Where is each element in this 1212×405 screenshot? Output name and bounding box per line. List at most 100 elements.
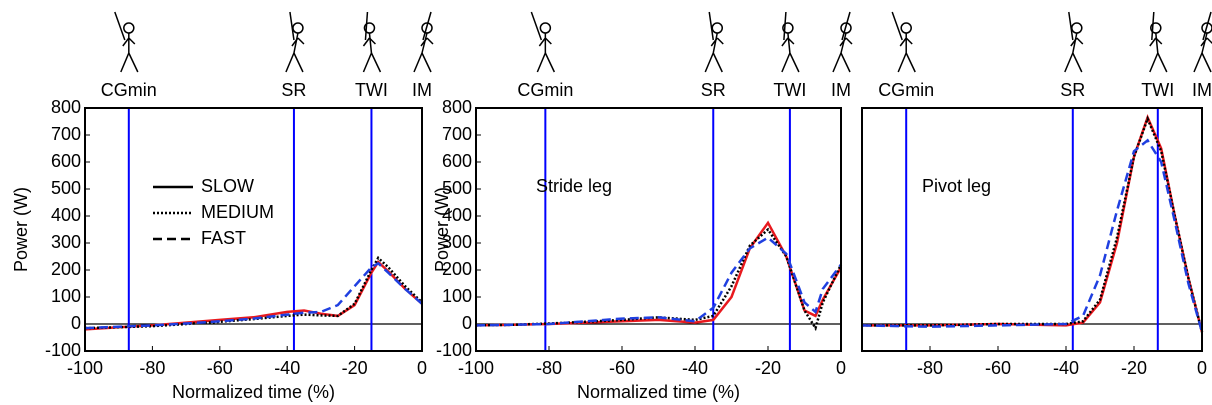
event-label: IM — [831, 80, 851, 100]
figure-arm — [710, 37, 718, 47]
figure-head — [1071, 22, 1083, 34]
stick-figure — [891, 11, 916, 73]
figure-leg — [413, 52, 423, 73]
x-tick-label: 0 — [417, 358, 427, 378]
x-tick-label: -60 — [609, 358, 635, 378]
figure-arm — [1149, 37, 1157, 47]
x-tick-label: 0 — [1197, 358, 1207, 378]
figure-leg — [293, 52, 304, 73]
x-tick-label: -20 — [342, 358, 368, 378]
stick-figure — [704, 11, 724, 73]
event-label: CGmin — [101, 80, 157, 100]
x-tick-label: -40 — [274, 358, 300, 378]
figure-bat — [114, 11, 126, 41]
figure-leg — [789, 52, 800, 73]
figure-arm — [362, 37, 371, 47]
event-label: TWI — [1141, 80, 1174, 100]
y-tick-label: 700 — [442, 124, 472, 144]
y-tick-label: 800 — [51, 97, 81, 117]
figure-leg — [905, 52, 916, 73]
legend-label: MEDIUM — [201, 202, 274, 222]
event-label: IM — [1192, 80, 1212, 100]
figure-leg — [128, 52, 139, 73]
figure-leg — [1193, 52, 1203, 73]
y-tick-label: 100 — [442, 286, 472, 306]
figure-leg — [1149, 52, 1159, 73]
figure-arm — [1070, 37, 1078, 47]
figure-leg — [536, 52, 547, 73]
series-line — [862, 115, 1204, 333]
figure-body — [1155, 32, 1159, 54]
figure-leg — [362, 52, 373, 73]
figure-leg — [840, 52, 851, 73]
x-tick-label: -80 — [917, 358, 943, 378]
y-tick-label: 200 — [442, 259, 472, 279]
plot-frame — [84, 107, 423, 352]
legend-label: SLOW — [201, 176, 254, 196]
stick-figure — [1064, 11, 1084, 73]
series-line — [861, 138, 1204, 333]
figure-leg — [1157, 52, 1168, 73]
event-label: SR — [701, 80, 726, 100]
figure-head — [539, 22, 552, 34]
y-axis-label: Power (W) — [11, 187, 31, 272]
figure-leg — [370, 52, 382, 73]
figure-arm — [291, 37, 299, 47]
figure-arm — [128, 37, 136, 45]
stick-figure — [1193, 11, 1212, 73]
x-tick-label: 0 — [836, 358, 846, 378]
figure-leg — [544, 52, 556, 73]
y-tick-label: 200 — [51, 259, 81, 279]
figure-leg — [1064, 52, 1074, 73]
figure-leg — [120, 52, 130, 73]
figure-bat — [289, 11, 295, 41]
stick-figure — [114, 11, 139, 73]
figure-arm — [905, 37, 913, 45]
stick-figure — [781, 11, 800, 73]
x-tick-label: -40 — [682, 358, 708, 378]
figure-body — [840, 32, 847, 54]
figure-arm — [839, 37, 847, 47]
figure-arm — [1200, 37, 1208, 47]
x-tick-label: -100 — [458, 358, 494, 378]
x-tick-label: -60 — [207, 358, 233, 378]
stick-figure — [362, 11, 382, 73]
plot-frame — [861, 107, 1203, 352]
y-tick-label: -100 — [45, 340, 81, 360]
figure-bat — [841, 11, 851, 41]
figure-arm — [845, 37, 853, 45]
y-axis-label: Power (W) — [432, 187, 452, 272]
figure-leg — [421, 52, 432, 73]
stick-figure — [530, 11, 556, 73]
figure-head — [292, 22, 304, 34]
figure-bat — [891, 11, 903, 41]
figure-arm — [1206, 37, 1212, 45]
y-tick-label: 500 — [51, 178, 81, 198]
y-tick-label: 0 — [462, 313, 472, 333]
x-tick-label: -20 — [755, 358, 781, 378]
figure-bat — [1202, 11, 1212, 41]
figure-leg — [1201, 52, 1212, 73]
series-line — [475, 236, 843, 327]
plot-frame — [475, 107, 842, 352]
x-tick-label: -40 — [1053, 358, 1079, 378]
panel-annotation: Stride leg — [536, 176, 612, 196]
figure-body — [787, 32, 791, 54]
figure-arm — [899, 37, 907, 47]
x-axis-label: Normalized time (%) — [577, 382, 740, 402]
figure-leg — [1072, 52, 1083, 73]
figure-leg — [712, 52, 723, 73]
event-label: CGmin — [878, 80, 934, 100]
figure-leg — [897, 52, 907, 73]
figure-bat — [422, 11, 432, 41]
legend-label: FAST — [201, 228, 246, 248]
figure-body — [712, 32, 718, 54]
figure-arm — [122, 37, 130, 47]
series-line — [84, 261, 423, 330]
figure-arm — [538, 37, 546, 47]
y-tick-label: 100 — [51, 286, 81, 306]
figure-bat — [1151, 11, 1155, 41]
figure-arm — [297, 37, 305, 45]
series-line — [475, 227, 843, 332]
